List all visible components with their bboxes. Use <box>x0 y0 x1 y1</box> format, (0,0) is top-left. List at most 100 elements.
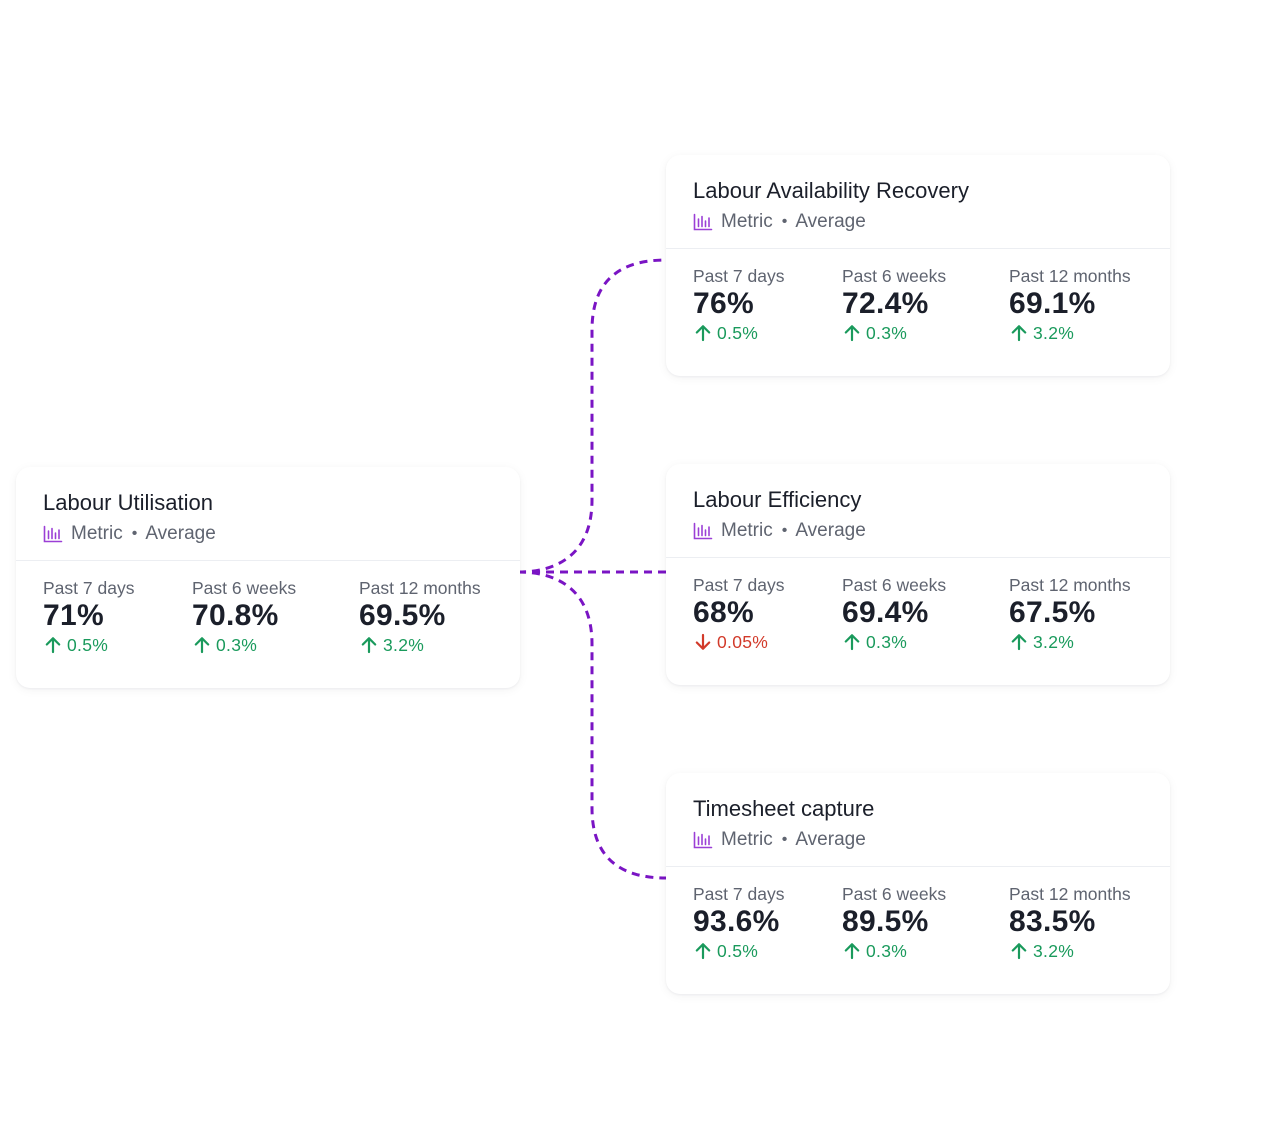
stat-change-value: 0.3% <box>866 632 908 652</box>
card-header: Labour Efficiency Metric • Average <box>666 464 1170 558</box>
stat-past-6-weeks: Past 6 weeks 89.5% 0.3% <box>842 883 946 962</box>
stat-label: Past 12 months <box>1009 884 1131 904</box>
card-subtitle: Metric • Average <box>693 828 866 852</box>
stat-label: Past 6 weeks <box>842 266 947 286</box>
connector-to-availability <box>517 258 667 574</box>
stat-value: 71% <box>43 599 104 632</box>
arrow-up-icon <box>695 325 711 342</box>
stat-change: 3.2% <box>1009 322 1131 344</box>
stat-past-12-months: Past 12 months 83.5% 3.2% <box>1009 883 1131 962</box>
stat-value: 69.4% <box>842 596 929 629</box>
separator-dot: • <box>131 525 138 542</box>
stat-change: 0.3% <box>192 634 296 656</box>
stat-past-7-days: Past 7 days 93.6% 0.5% <box>693 883 784 962</box>
metric-type: Metric <box>721 211 773 232</box>
stat-change: 0.3% <box>842 940 946 962</box>
arrow-up-icon <box>194 637 210 654</box>
card-header: Timesheet capture Metric • Average <box>666 773 1170 867</box>
arrow-down-icon <box>695 633 711 650</box>
stat-change: 0.5% <box>693 940 784 962</box>
stat-label: Past 6 weeks <box>842 575 947 595</box>
metric-card-timesheet-capture[interactable]: Timesheet capture Metric • Average Past … <box>666 773 1170 994</box>
metric-type: Metric <box>721 829 773 850</box>
stat-change-value: 0.5% <box>717 323 759 343</box>
stat-change-value: 0.3% <box>216 635 258 655</box>
stat-change: 3.2% <box>1009 940 1131 962</box>
connector-to-timesheet <box>517 570 667 880</box>
stat-change-value: 0.3% <box>866 323 908 343</box>
stat-value: 70.8% <box>192 599 279 632</box>
metric-card-labour-utilisation[interactable]: Labour Utilisation Metric • Average Past… <box>16 467 520 688</box>
separator-dot: • <box>781 213 788 230</box>
card-title: Timesheet capture <box>693 796 875 821</box>
stat-change-value: 3.2% <box>1033 941 1075 961</box>
stat-label: Past 12 months <box>1009 266 1131 286</box>
bar-chart-icon <box>693 522 713 540</box>
separator-dot: • <box>781 831 788 848</box>
stat-label: Past 12 months <box>1009 575 1131 595</box>
card-title: Labour Efficiency <box>693 487 862 512</box>
arrow-up-icon <box>1011 943 1027 960</box>
stat-past-7-days: Past 7 days 68% 0.05% <box>693 574 784 653</box>
card-subtitle: Metric • Average <box>693 210 866 234</box>
stat-past-6-weeks: Past 6 weeks 69.4% 0.3% <box>842 574 946 653</box>
card-title: Labour Utilisation <box>43 490 213 515</box>
stat-value: 72.4% <box>842 287 929 320</box>
aggregation-type: Average <box>795 211 866 232</box>
arrow-up-icon <box>695 943 711 960</box>
metric-card-labour-efficiency[interactable]: Labour Efficiency Metric • Average Past … <box>666 464 1170 685</box>
stat-label: Past 7 days <box>693 575 785 595</box>
stat-value: 67.5% <box>1009 596 1096 629</box>
card-header: Labour Availability Recovery Metric • Av… <box>666 155 1170 249</box>
stat-label: Past 6 weeks <box>192 578 297 598</box>
stat-change-value: 3.2% <box>383 635 425 655</box>
stat-change-value: 0.05% <box>717 632 769 652</box>
stat-change: 0.5% <box>693 322 784 344</box>
metric-type: Metric <box>71 523 123 544</box>
arrow-up-icon <box>1011 325 1027 342</box>
stat-value: 93.6% <box>693 905 780 938</box>
stat-label: Past 6 weeks <box>842 884 947 904</box>
aggregation-type: Average <box>795 829 866 850</box>
stat-past-7-days: Past 7 days 76% 0.5% <box>693 265 784 344</box>
stat-change-value: 0.3% <box>866 941 908 961</box>
arrow-up-icon <box>844 634 860 651</box>
stat-label: Past 7 days <box>43 578 135 598</box>
arrow-up-icon <box>45 637 61 654</box>
aggregation-type: Average <box>795 520 866 541</box>
bar-chart-icon <box>693 831 713 849</box>
stat-label: Past 12 months <box>359 578 481 598</box>
stat-value: 68% <box>693 596 754 629</box>
stat-change-value: 3.2% <box>1033 323 1075 343</box>
stat-past-6-weeks: Past 6 weeks 70.8% 0.3% <box>192 577 296 656</box>
stat-value: 89.5% <box>842 905 929 938</box>
stat-change: 0.5% <box>43 634 134 656</box>
stat-past-12-months: Past 12 months 67.5% 3.2% <box>1009 574 1131 653</box>
arrow-up-icon <box>1011 634 1027 651</box>
stat-value: 69.1% <box>1009 287 1096 320</box>
stat-change: 3.2% <box>359 634 481 656</box>
stat-past-6-weeks: Past 6 weeks 72.4% 0.3% <box>842 265 946 344</box>
stat-change-value: 0.5% <box>717 941 759 961</box>
stat-value: 76% <box>693 287 754 320</box>
bar-chart-icon <box>43 525 63 543</box>
stat-change-value: 3.2% <box>1033 632 1075 652</box>
stat-value: 69.5% <box>359 599 446 632</box>
card-title: Labour Availability Recovery <box>693 178 969 203</box>
stat-past-7-days: Past 7 days 71% 0.5% <box>43 577 134 656</box>
metric-type: Metric <box>721 520 773 541</box>
stat-change: 0.05% <box>693 631 784 653</box>
aggregation-type: Average <box>145 523 216 544</box>
stat-change: 3.2% <box>1009 631 1131 653</box>
arrow-up-icon <box>361 637 377 654</box>
metric-card-labour-availability-recovery[interactable]: Labour Availability Recovery Metric • Av… <box>666 155 1170 376</box>
arrow-up-icon <box>844 943 860 960</box>
bar-chart-icon <box>693 213 713 231</box>
stat-label: Past 7 days <box>693 266 785 286</box>
arrow-up-icon <box>844 325 860 342</box>
stat-change-value: 0.5% <box>67 635 109 655</box>
stat-label: Past 7 days <box>693 884 785 904</box>
card-subtitle: Metric • Average <box>693 519 866 543</box>
stat-past-12-months: Past 12 months 69.1% 3.2% <box>1009 265 1131 344</box>
stat-change: 0.3% <box>842 322 946 344</box>
